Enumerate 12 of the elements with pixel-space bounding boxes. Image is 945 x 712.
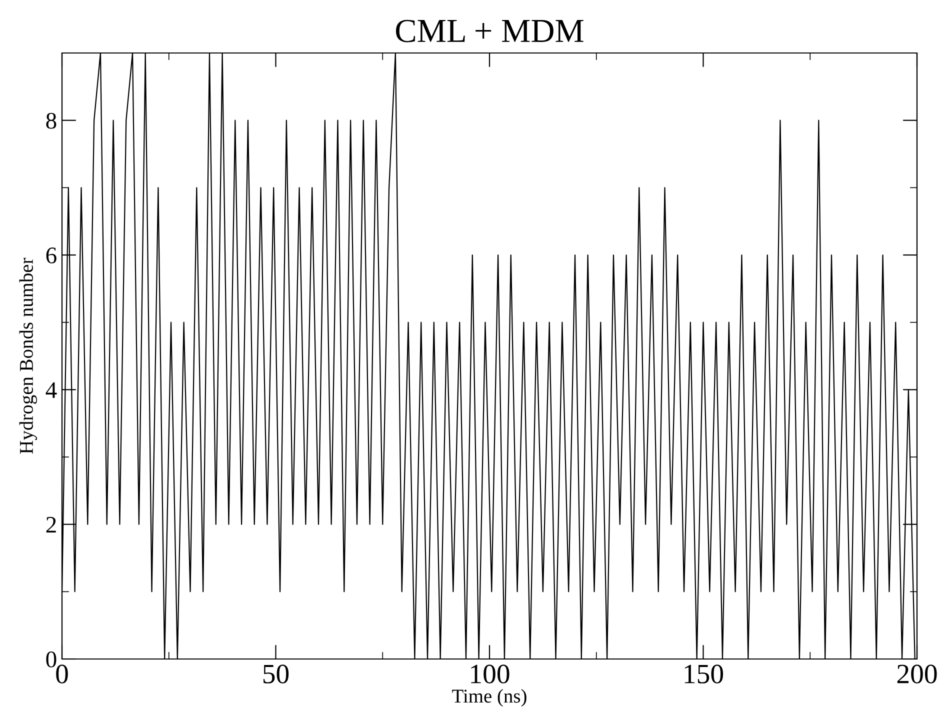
- chart-title: CML + MDM: [396, 20, 584, 42]
- x-tick-label: 150: [684, 664, 724, 684]
- y-tick-label: 0: [46, 651, 56, 668]
- y-tick-label: 8: [46, 112, 56, 129]
- x-tick-label: 200: [897, 664, 937, 684]
- y-axis-title: Hydrogen Bonds number: [19, 258, 37, 454]
- y-tick-label: 2: [46, 516, 56, 533]
- x-tick-label: 50: [263, 664, 289, 684]
- x-axis-title: Time (ns): [452, 689, 526, 707]
- x-tick-label: 100: [471, 664, 510, 684]
- y-tick-label: 6: [46, 248, 56, 264]
- y-tick-label: 4: [46, 382, 57, 398]
